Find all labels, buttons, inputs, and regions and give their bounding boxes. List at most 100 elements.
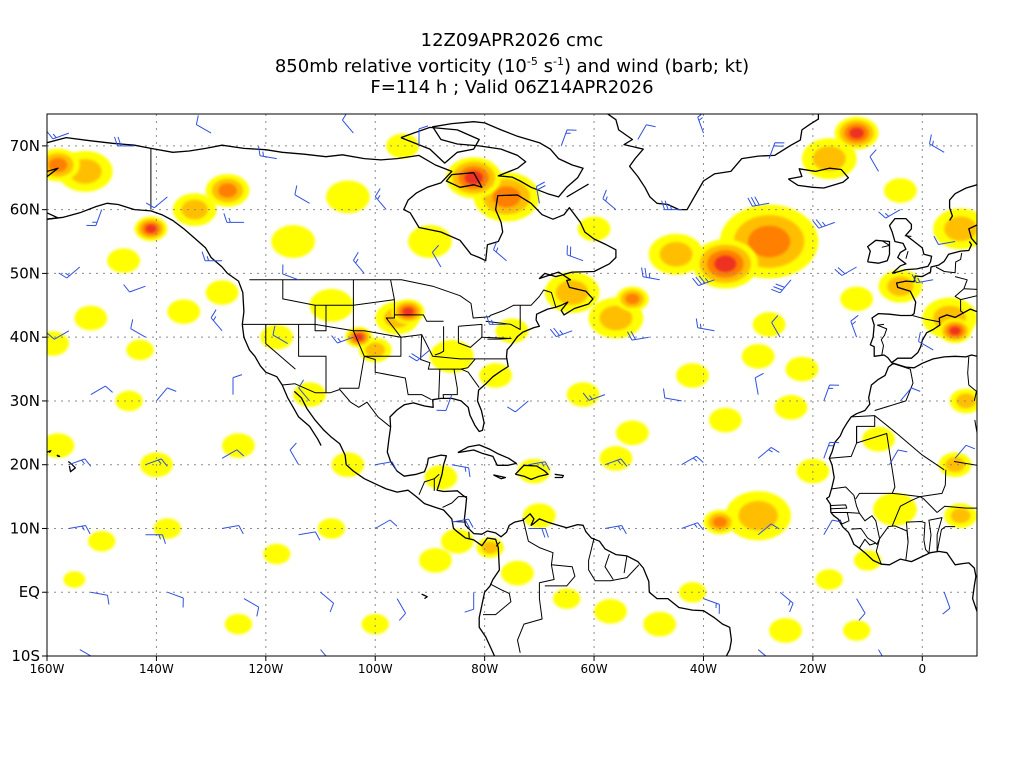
vorticity-contour: [812, 146, 846, 171]
political-border: [442, 496, 468, 508]
coastline: [47, 202, 322, 446]
wind-barb: [929, 134, 945, 153]
political-border: [485, 305, 521, 330]
political-border: [588, 537, 640, 582]
wind-barb: [641, 267, 660, 281]
wind-barb: [298, 531, 321, 541]
vorticity-contour: [599, 446, 633, 471]
wind-barb: [681, 522, 704, 531]
wind-barb: [418, 125, 429, 146]
y-tick-label: 60N: [10, 201, 40, 219]
coastline: [493, 474, 507, 480]
wind-barb: [747, 196, 770, 207]
coastline: [47, 212, 59, 220]
wind-barb: [221, 449, 245, 459]
political-border: [830, 504, 848, 510]
wind-barb: [289, 442, 300, 465]
wind-barb: [436, 394, 453, 411]
vorticity-contour: [74, 305, 108, 331]
title-line-2: 850mb relative vorticity (10-5 s-1) and …: [274, 55, 750, 77]
coastline: [554, 473, 565, 479]
political-border: [487, 338, 510, 340]
political-border: [954, 276, 968, 314]
coastline: [445, 172, 483, 188]
wind-barb: [507, 400, 529, 413]
vorticity-contour: [566, 382, 600, 407]
y-tick-label: 30N: [10, 392, 40, 410]
y-tick-label: 50N: [10, 264, 40, 282]
vorticity-contour: [842, 620, 871, 641]
political-border: [936, 526, 956, 553]
vorticity-contour: [317, 518, 346, 539]
wind-barb: [167, 591, 184, 608]
vorticity-contour: [643, 611, 677, 637]
vorticity-contour: [63, 571, 86, 588]
vorticity-contour: [676, 363, 709, 388]
political-border: [460, 368, 480, 388]
vorticity-contour: [224, 613, 253, 635]
wind-barb: [464, 592, 475, 613]
wind-barb: [954, 444, 976, 459]
wind-barb: [68, 458, 92, 467]
wind-barb: [451, 464, 471, 478]
vorticity-contour: [708, 407, 742, 433]
vorticity-contour: [956, 393, 976, 409]
wind-barb: [681, 455, 704, 466]
x-tick-label: 140W: [139, 662, 174, 676]
vorticity-contour: [594, 599, 627, 624]
vorticity-contour: [815, 569, 843, 590]
coastline: [968, 224, 977, 246]
vorticity-contour: [769, 618, 802, 643]
vorticity-contour: [88, 530, 116, 552]
political-border: [249, 279, 557, 319]
political-border: [544, 564, 576, 587]
political-border: [363, 279, 432, 401]
coastline: [293, 390, 501, 656]
vorticity-contour: [331, 452, 365, 478]
wind-barb: [604, 525, 627, 535]
vorticity-contour: [263, 543, 291, 565]
political-border: [604, 553, 614, 580]
wind-barb: [341, 114, 354, 134]
political-border: [912, 315, 940, 323]
political-border: [298, 324, 327, 393]
wind-barb: [771, 279, 792, 294]
political-border: [953, 461, 977, 466]
political-border: [418, 473, 440, 495]
wind-barb: [661, 200, 682, 211]
wind-barb: [757, 523, 780, 536]
coastlines-and-borders: [47, 114, 977, 656]
wind-barb: [294, 185, 310, 204]
political-border: [960, 295, 977, 301]
wind-barb: [451, 518, 474, 529]
political-border: [468, 531, 470, 540]
wind-barb: [627, 330, 649, 341]
political-border: [855, 426, 896, 500]
political-border: [438, 369, 441, 399]
vorticity-contour: [774, 395, 808, 420]
vorticity-contour: [293, 382, 326, 407]
wind-barb: [602, 189, 617, 210]
vorticity-contour: [429, 339, 474, 373]
vorticity-contour: [887, 276, 914, 297]
wind-barb: [942, 592, 951, 615]
vorticity-contour: [741, 343, 775, 369]
vorticity-contour: [218, 183, 237, 198]
political-border: [282, 383, 391, 428]
coastline: [948, 184, 977, 221]
wind-barb: [663, 388, 682, 402]
wind-barb: [889, 449, 908, 465]
political-border: [874, 362, 914, 411]
wind-barb: [320, 649, 327, 656]
coastline: [47, 167, 59, 183]
wind-barb: [201, 251, 223, 262]
wind-barb: [223, 213, 244, 223]
vorticity-contour: [849, 127, 864, 139]
vorticity-contour: [167, 299, 201, 324]
wind-barb: [156, 387, 177, 402]
wind-barb: [58, 266, 81, 279]
political-border: [458, 323, 512, 339]
political-border: [936, 505, 977, 513]
wind-barb: [933, 235, 956, 245]
